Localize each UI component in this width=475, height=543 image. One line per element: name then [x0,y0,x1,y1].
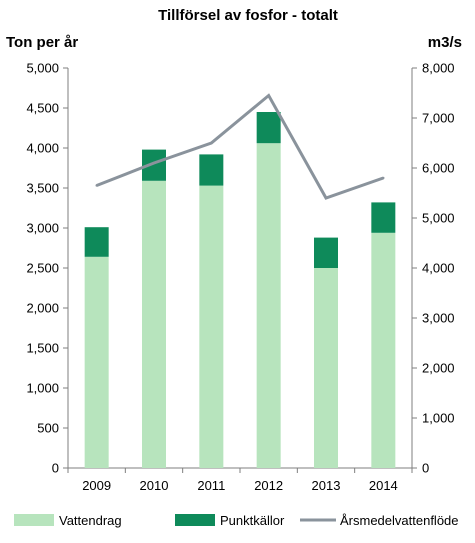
line-point [382,176,385,180]
legend-swatch [14,514,54,526]
bar-punktkällor [199,154,224,186]
left-tick-label: 4,500 [26,101,59,116]
left-tick-label: 3,500 [26,181,59,196]
legend-swatch [175,514,215,526]
x-tick-label: 2012 [254,478,283,493]
left-tick-label: 5,000 [26,61,59,76]
line-point [152,161,156,165]
left-axis-unit: Ton per år [6,34,78,51]
legend-label: Vattendrag [59,513,122,528]
bar-punktkällor [371,202,396,233]
right-tick-label: 4,000 [422,261,455,276]
bar-punktkällor [84,227,109,257]
bar-vattendrag [314,268,338,468]
x-tick-label: 2014 [369,478,398,493]
x-tick-label: 2010 [140,478,169,493]
left-tick-label: 2,500 [26,261,59,276]
right-tick-label: 6,000 [422,161,455,176]
chart-title: Tillförsel av fosfor - totalt [158,7,338,24]
bar-punktkällor [256,112,281,144]
plot-area: 0 500 1,000 1,500 2,000 2,500 3,000 3,500 4,000 4… [26,61,454,494]
legend-label: Årsmedelvattenflöde [340,513,459,528]
line-point [210,141,213,145]
left-tick-label: 1,000 [26,381,59,396]
right-tick-label: 2,000 [422,361,455,376]
right-tick-label: 3,000 [422,311,455,326]
bar-vattendrag [142,180,166,469]
line-point [95,184,98,187]
legend-label: Punktkällor [220,513,285,528]
right-axis-unit: m3/s [428,34,462,51]
bar-vattendrag [371,232,396,468]
right-tick-label: 0 [422,461,429,476]
line-point [267,94,270,97]
x-tick-label: 2011 [197,478,225,493]
left-tick-label: 500 [37,421,59,436]
bar-vattendrag [199,185,224,468]
line-series [96,93,384,200]
left-tick-label: 0 [52,461,59,476]
bar-vattendrag [84,256,109,468]
x-tick-label: 2013 [312,478,341,493]
right-tick-label: 1,000 [422,411,455,426]
right-tick-label: 5,000 [422,211,455,226]
right-tick-label: 7,000 [422,111,455,126]
legend: Vattendrag Punktkällor Årsmedelvattenflöde [14,513,459,528]
bar-punktkällor [314,237,338,268]
line-point [324,196,328,200]
right-tick-label: 8,000 [422,61,455,76]
x-tick-label: 2009 [82,478,111,493]
bar-vattendrag [256,143,281,468]
left-tick-label: 3,000 [26,221,59,236]
left-tick-label: 2,000 [26,301,59,316]
left-tick-label: 1,500 [26,341,59,356]
left-tick-label: 4,000 [26,141,59,156]
